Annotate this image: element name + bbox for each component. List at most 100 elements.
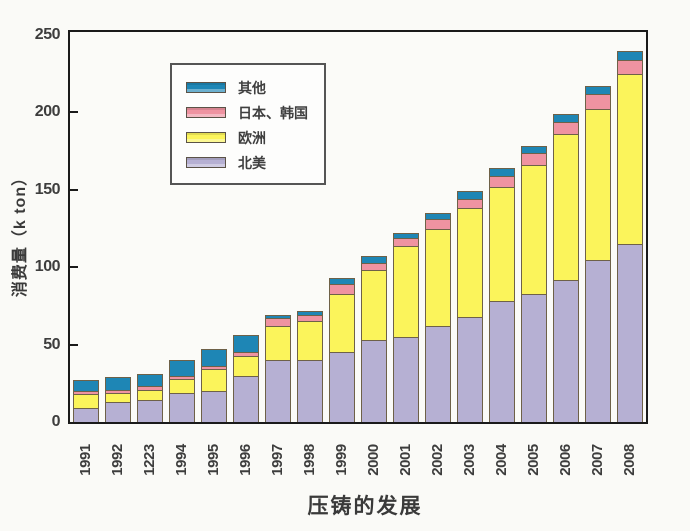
bar-1998 [297, 310, 323, 422]
x-tick-label-2006: 2006 [557, 444, 574, 476]
segment-1994-其他 [169, 360, 195, 376]
segment-2001-欧洲 [393, 245, 419, 337]
x-tick-label-2003: 2003 [461, 444, 478, 476]
segment-1997-北美 [265, 360, 291, 422]
segment-2006-欧洲 [553, 134, 579, 280]
bar-1991 [73, 380, 99, 422]
legend-swatch-其他 [186, 82, 226, 93]
segment-2008-北美 [617, 244, 643, 422]
legend-item: 日本、韩国 [186, 100, 324, 125]
x-tick-label-1996: 1996 [237, 444, 254, 476]
legend-label: 日本、韩国 [238, 104, 308, 121]
plot-area [68, 30, 648, 424]
segment-1996-北美 [233, 375, 259, 422]
segment-1991-日本、韩国 [73, 391, 99, 395]
segment-1995-北美 [201, 391, 227, 422]
bar-2001 [393, 233, 419, 422]
y-axis-title: 消费量（k ton） [12, 168, 29, 298]
legend-label: 欧洲 [238, 129, 266, 146]
segment-1992-北美 [105, 401, 131, 422]
segment-2007-北美 [585, 259, 611, 422]
segment-2005-日本、韩国 [521, 152, 547, 165]
legend-item: 欧洲 [186, 125, 324, 150]
bar-1992 [105, 377, 131, 422]
segment-1999-北美 [329, 352, 355, 422]
segment-1992-日本、韩国 [105, 389, 131, 393]
legend-item: 北美 [186, 150, 324, 175]
y-tick-label: 200 [34, 103, 61, 121]
x-tick-label-2002: 2002 [429, 444, 446, 476]
bar-2008 [617, 50, 643, 422]
segment-2004-欧洲 [489, 186, 515, 302]
segment-2000-北美 [361, 340, 387, 422]
segment-1994-欧洲 [169, 378, 195, 393]
segment-2001-其他 [393, 233, 419, 238]
segment-1998-欧洲 [297, 321, 323, 361]
x-tick-label-1998: 1998 [301, 444, 318, 476]
segment-2007-欧洲 [585, 109, 611, 260]
segment-1996-欧洲 [233, 355, 259, 376]
segment-2001-北美 [393, 336, 419, 422]
segment-1994-日本、韩国 [169, 375, 195, 379]
bar-2006 [553, 114, 579, 422]
segment-2007-日本、韩国 [585, 93, 611, 110]
segment-1998-北美 [297, 360, 323, 422]
legend-label: 其他 [238, 79, 266, 96]
segment-2002-北美 [425, 326, 451, 422]
segment-1994-北美 [169, 392, 195, 422]
segment-1999-日本、韩国 [329, 284, 355, 294]
bar-1995 [201, 349, 227, 422]
y-tick-mark [70, 343, 78, 346]
segment-2006-北美 [553, 279, 579, 422]
segment-2003-日本、韩国 [457, 199, 483, 209]
x-tick-label-2005: 2005 [525, 444, 542, 476]
segment-2006-日本、韩国 [553, 121, 579, 135]
segment-2000-日本、韩国 [361, 262, 387, 271]
y-tick-label: 50 [43, 335, 60, 353]
segment-1223-日本、韩国 [137, 386, 163, 390]
segment-2005-其他 [521, 146, 547, 153]
segment-1997-日本、韩国 [265, 318, 291, 327]
segment-1223-北美 [137, 400, 163, 422]
x-tick-label-1223: 1223 [141, 444, 158, 476]
segment-2008-其他 [617, 50, 643, 60]
legend: 其他日本、韩国欧洲北美 [170, 63, 326, 185]
bar-1223 [137, 374, 163, 422]
x-tick-label-1999: 1999 [333, 444, 350, 476]
segment-1999-其他 [329, 278, 355, 285]
segment-1996-其他 [233, 335, 259, 353]
y-tick-label: 250 [34, 26, 61, 43]
x-tick-label-2008: 2008 [621, 444, 638, 476]
y-tick-mark [70, 188, 78, 191]
segment-2002-欧洲 [425, 228, 451, 326]
bar-2000 [361, 256, 387, 422]
segment-2001-日本、韩国 [393, 237, 419, 246]
bar-2004 [489, 168, 515, 422]
segment-2002-日本、韩国 [425, 219, 451, 229]
segment-1991-北美 [73, 408, 99, 422]
segment-2006-其他 [553, 114, 579, 122]
x-tick-label-1991: 1991 [77, 444, 94, 476]
x-tick-label-2004: 2004 [493, 444, 510, 476]
x-tick-label-1995: 1995 [205, 444, 222, 476]
legend-swatch-日本、韩国 [186, 107, 226, 118]
segment-1997-其他 [265, 315, 291, 319]
segment-2000-欧洲 [361, 270, 387, 340]
segment-1995-欧洲 [201, 369, 227, 391]
bar-2003 [457, 191, 483, 422]
y-tick-mark [70, 266, 78, 269]
y-tick-label: 150 [34, 180, 61, 198]
bar-1997 [265, 315, 291, 422]
segment-2000-其他 [361, 256, 387, 263]
bar-1994 [169, 360, 195, 422]
x-tick-label-2007: 2007 [589, 444, 606, 476]
segment-1998-日本、韩国 [297, 315, 323, 322]
segment-1991-欧洲 [73, 394, 99, 409]
legend-swatch-北美 [186, 157, 226, 168]
y-tick-label: 0 [51, 413, 61, 430]
segment-1998-其他 [297, 310, 323, 316]
x-tick-label-1997: 1997 [269, 444, 286, 476]
y-tick-mark [70, 111, 78, 114]
x-tick-label-1992: 1992 [109, 444, 126, 476]
